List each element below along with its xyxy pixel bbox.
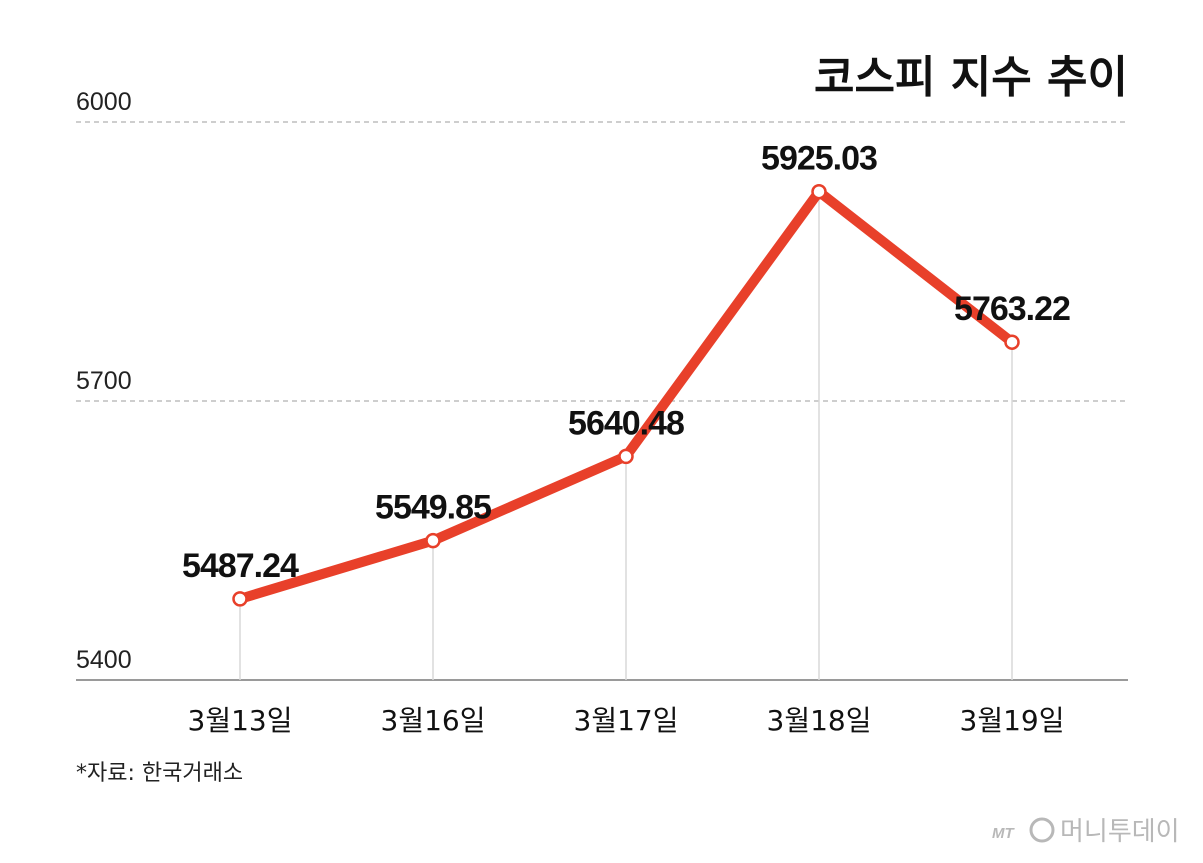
y-tick-label-6000: 6000 — [76, 88, 132, 116]
watermark-text: 머니투데이 — [1060, 817, 1180, 847]
x-tick-label-1: 3월13일 — [188, 704, 293, 737]
x-axis-ticks: 3월13일 3월16일 3월17일 3월18일 3월19일 — [188, 704, 1065, 737]
x-tick-label-2: 3월16일 — [381, 704, 486, 737]
data-point-3 — [618, 448, 634, 465]
y-tick-label-5400: 5400 — [76, 646, 132, 674]
watermark: MT 머니투데이 — [992, 817, 1180, 847]
watermark-logo-icon — [1029, 817, 1055, 843]
data-label-1: 5487.24 — [182, 547, 299, 585]
markers — [232, 183, 1020, 607]
watermark-logo-mark: MT — [992, 825, 1015, 842]
chart-title: 코스피 지수 추이 — [814, 52, 1128, 103]
y-axis-ticks: 5400 5700 6000 — [76, 88, 132, 674]
data-label-4: 5925.03 — [761, 140, 877, 178]
drop-lines — [239, 191, 1013, 680]
x-tick-label-5: 3월19일 — [960, 704, 1065, 737]
data-point-4 — [811, 183, 827, 200]
y-tick-label-5700: 5700 — [76, 367, 132, 395]
source-note: *자료: 한국거래소 — [76, 761, 243, 786]
data-labels: 5487.24 5549.85 5640.48 5925.03 5763.22 — [182, 140, 1071, 585]
data-point-1 — [232, 591, 248, 607]
data-label-5: 5763.22 — [954, 290, 1070, 328]
data-label-3: 5640.48 — [568, 404, 684, 442]
x-tick-label-3: 3월17일 — [574, 704, 679, 737]
x-tick-label-4: 3월18일 — [767, 704, 872, 737]
data-point-2 — [425, 532, 441, 549]
data-point-5 — [1004, 334, 1020, 350]
data-label-2: 5549.85 — [375, 489, 491, 527]
grid-layer — [76, 121, 1128, 681]
